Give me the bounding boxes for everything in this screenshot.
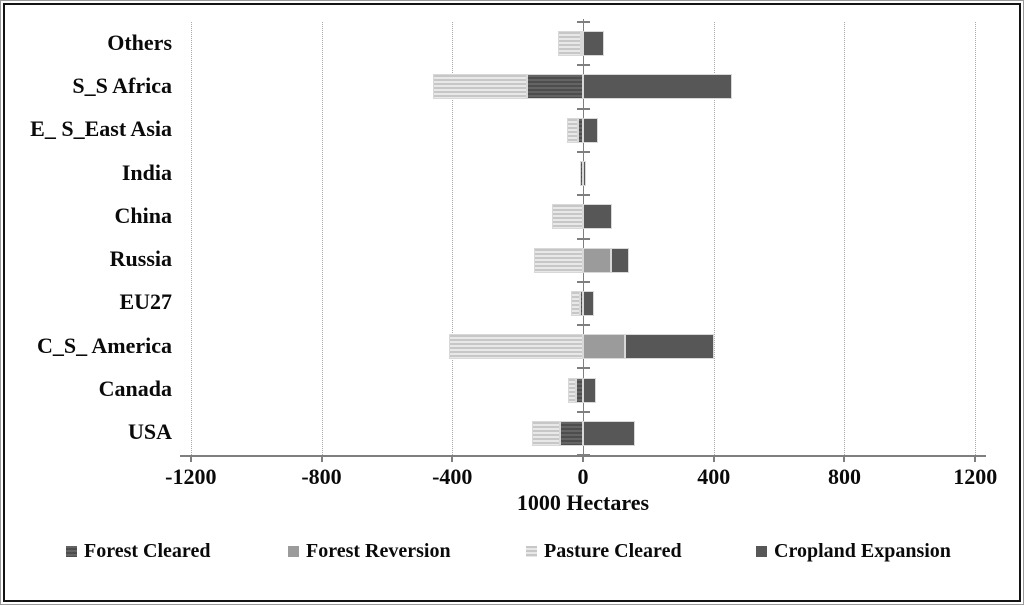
category-label-canada: Canada <box>98 376 172 402</box>
bar-segment-e-s-east-asia-cropland-expansion <box>583 117 598 143</box>
gridline-400 <box>713 22 715 455</box>
category-label-others: Others <box>107 29 172 55</box>
bar-segment-e-s-east-asia-forest-cleared <box>578 117 583 143</box>
category-label-russia: Russia <box>109 246 172 272</box>
bar-segment-russia-pasture-cleared <box>533 247 583 273</box>
category-axis-tick <box>576 107 590 110</box>
bar-segment-usa-forest-cleared <box>560 420 583 446</box>
x-axis-tick-400 <box>712 455 715 462</box>
category-label-china: China <box>114 202 172 228</box>
legend-item-pasture-cleared: Pasture Cleared <box>526 540 682 563</box>
x-axis-tick--400 <box>451 455 454 462</box>
bar-segment-india-cropland-expansion <box>583 161 587 187</box>
legend-label-pasture-cleared: Pasture Cleared <box>544 540 682 562</box>
category-label-eu27: EU27 <box>119 289 172 315</box>
plot-area <box>180 19 986 462</box>
legend: Forest Cleared Forest Reversion Pasture Cl… <box>0 540 1024 570</box>
gridline-1200 <box>975 22 977 455</box>
gridline-800 <box>844 22 846 455</box>
x-axis-line <box>180 455 986 457</box>
legend-marker-forest-cleared <box>66 546 77 557</box>
bar-segment-c-s-america-pasture-cleared <box>448 334 583 360</box>
category-label-s-s-africa: S_S Africa <box>72 72 172 98</box>
bar-segment-usa-cropland-expansion <box>583 420 636 446</box>
category-axis-tick <box>576 150 590 153</box>
category-axis-tick <box>576 237 590 240</box>
category-axis-tick <box>576 367 590 370</box>
bar-segment-others-cropland-expansion <box>583 31 605 57</box>
legend-item-forest-reversion: Forest Reversion <box>288 540 451 563</box>
category-axis-tick <box>576 280 590 283</box>
bar-segment-china-pasture-cleared <box>551 204 583 230</box>
zero-axis-line <box>582 19 584 455</box>
legend-label-forest-cleared: Forest Cleared <box>84 540 211 562</box>
gridline--1200 <box>190 22 192 455</box>
bar-segment-eu27-pasture-cleared <box>570 290 581 316</box>
bar-segment-e-s-east-asia-pasture-cleared <box>566 117 579 143</box>
bar-segment-russia-cropland-expansion <box>610 247 629 273</box>
gridline--400 <box>452 22 454 455</box>
bar-segment-c-s-america-forest-reversion <box>583 334 626 360</box>
bar-segment-china-cropland-expansion <box>583 204 613 230</box>
category-axis-labels: Others S_S Africa E_ S_East Asia India China… <box>0 22 172 455</box>
legend-label-forest-reversion: Forest Reversion <box>306 540 451 562</box>
legend-item-cropland-expansion: Cropland Expansion <box>756 540 951 563</box>
x-axis-title: 1000 Hectares <box>516 490 650 515</box>
bar-segment-others-forest-cleared <box>581 31 584 57</box>
bar-segment-s-s-africa-cropland-expansion <box>583 74 732 100</box>
x-axis-tick-800 <box>843 455 846 462</box>
bar-segment-c-s-america-cropland-expansion <box>625 334 714 360</box>
gridline--800 <box>321 22 323 455</box>
bar-segment-eu27-cropland-expansion <box>583 290 595 316</box>
bar-segment-eu27-forest-cleared <box>580 290 583 316</box>
bar-segment-usa-pasture-cleared <box>532 420 561 446</box>
bar-segment-canada-pasture-cleared <box>568 377 577 403</box>
x-axis-tick--800 <box>320 455 323 462</box>
bar-segment-s-s-africa-pasture-cleared <box>432 74 528 100</box>
category-label-india: India <box>121 159 172 185</box>
bar-segment-canada-forest-cleared <box>576 377 583 403</box>
legend-marker-pasture-cleared <box>526 546 537 557</box>
x-axis-tick-1200 <box>974 455 977 462</box>
x-axis-tick--1200 <box>189 455 192 462</box>
legend-item-forest-cleared: Forest Cleared <box>66 540 210 563</box>
legend-marker-forest-reversion <box>288 546 299 557</box>
category-label-c-s-america: C_S_ America <box>36 332 172 358</box>
bar-segment-others-pasture-cleared <box>558 31 582 57</box>
bar-segment-india-forest-cleared <box>579 161 583 187</box>
category-axis-tick <box>576 64 590 67</box>
category-axis-tick <box>576 454 590 456</box>
legend-label-cropland-expansion: Cropland Expansion <box>774 540 951 562</box>
x-axis-tick-0 <box>582 455 584 462</box>
category-label-usa: USA <box>127 419 172 445</box>
category-label-e-s-east-asia: E_ S_East Asia <box>30 116 172 142</box>
bar-segment-canada-cropland-expansion <box>583 377 597 403</box>
category-axis-tick <box>576 324 590 327</box>
bar-segment-russia-forest-reversion <box>583 247 611 273</box>
category-axis-tick <box>576 410 590 413</box>
figure-frame <box>3 3 1021 602</box>
category-axis-tick <box>576 194 590 197</box>
category-axis-tick <box>576 21 590 23</box>
legend-marker-cropland-expansion <box>756 546 767 557</box>
bar-segment-s-s-africa-forest-cleared <box>527 74 583 100</box>
